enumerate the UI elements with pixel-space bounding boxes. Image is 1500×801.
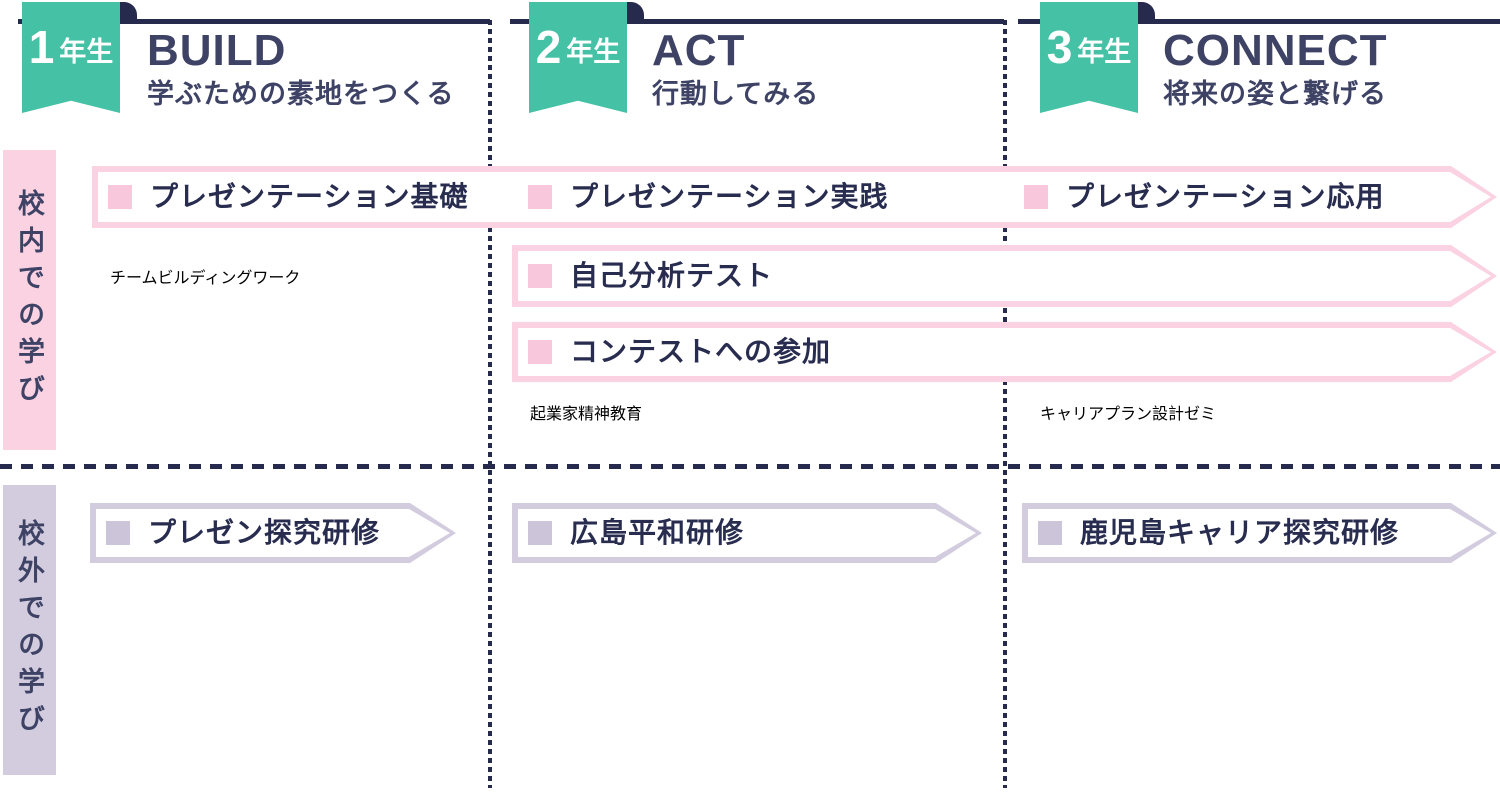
curriculum-item-label: チームビルディングワーク [110, 270, 301, 287]
arrow-contest: コンテストへの参加 [512, 322, 1497, 382]
curriculum-item-presentation-basic: プレゼンテーション基礎 [150, 181, 469, 212]
square-bullet-icon [528, 264, 552, 288]
phase-title-build: BUILD [147, 26, 287, 75]
grade-suffix: 年生 [566, 37, 621, 67]
arrow-body [518, 251, 1491, 301]
row-label-inside-school: 校内での学び [3, 150, 56, 450]
square-bullet-icon [1038, 521, 1062, 545]
curriculum-item-kagoshima-training: 鹿児島キャリア探究研修 [1080, 517, 1400, 548]
arrow-body [96, 509, 450, 557]
grade-number: 3 [1046, 20, 1073, 73]
curriculum-item-contest: コンテストへの参加 [570, 336, 832, 367]
square-bullet-icon [528, 185, 552, 209]
square-bullet-icon [528, 340, 552, 364]
curriculum-item-presentation-practice: プレゼンテーション実践 [570, 181, 889, 212]
grade-ribbon-year3: 3 年生 [1040, 2, 1138, 113]
grade-ribbon-year2: 2 年生 [529, 2, 627, 113]
phase-description-act: 行動してみる [652, 79, 820, 109]
square-bullet-icon [1024, 185, 1048, 209]
arrow-presentation-inquiry-training: プレゼン探究研修 [90, 503, 456, 563]
curriculum-item-label: キャリアプラン設計ゼミ [1040, 406, 1217, 423]
arrow-self-analysis: 自己分析テスト [512, 245, 1497, 307]
curriculum-item-presentation-advanced: プレゼンテーション応用 [1066, 181, 1385, 212]
arrow-body [98, 172, 1491, 222]
curriculum-item-team-building: チームビルディングワーク [92, 245, 300, 307]
arrow-body [518, 509, 976, 557]
arrow-body [1028, 509, 1491, 557]
top-rule-col2 [510, 19, 1004, 24]
grade-number: 2 [535, 20, 562, 73]
grade-number: 1 [28, 20, 55, 73]
arrow-kagoshima-career-training: 鹿児島キャリア探究研修 [1022, 503, 1497, 563]
curriculum-item-career-plan: キャリアプラン設計ゼミ [1022, 397, 1216, 427]
curriculum-item-presentation-training: プレゼン探究研修 [148, 517, 381, 548]
grade-suffix: 年生 [59, 37, 114, 67]
curriculum-item-entrepreneurship: 起業家精神教育 [512, 397, 642, 427]
arrow-body [518, 328, 1491, 376]
phase-title-connect: CONNECT [1163, 26, 1388, 75]
curriculum-item-self-analysis: 自己分析テスト [570, 260, 774, 291]
top-rule-col3 [1018, 19, 1500, 24]
row-divider-dashed-line [0, 464, 1500, 469]
curriculum-item-label: 起業家精神教育 [530, 406, 643, 423]
arrow-hiroshima-peace-training: 広島平和研修 [512, 503, 982, 563]
column-separator-2 [1003, 20, 1007, 788]
square-bullet-icon [528, 521, 552, 545]
square-bullet-icon [106, 521, 130, 545]
column-separator-1 [488, 20, 492, 788]
row-label-outside-school: 校外での学び [3, 485, 56, 775]
arrow-presentation-series: プレゼンテーション基礎 プレゼンテーション実践 プレゼンテーション応用 [92, 166, 1497, 228]
phase-description-build: 学ぶための素地をつくる [147, 79, 455, 109]
phase-description-connect: 将来の姿と繋げる [1163, 79, 1387, 109]
square-bullet-icon [108, 185, 132, 209]
curriculum-item-hiroshima-training: 広島平和研修 [570, 517, 745, 548]
grade-ribbon-year1: 1 年生 [22, 2, 120, 113]
top-rule-col1 [18, 19, 490, 24]
grade-suffix: 年生 [1077, 37, 1132, 67]
phase-title-act: ACT [652, 26, 746, 75]
